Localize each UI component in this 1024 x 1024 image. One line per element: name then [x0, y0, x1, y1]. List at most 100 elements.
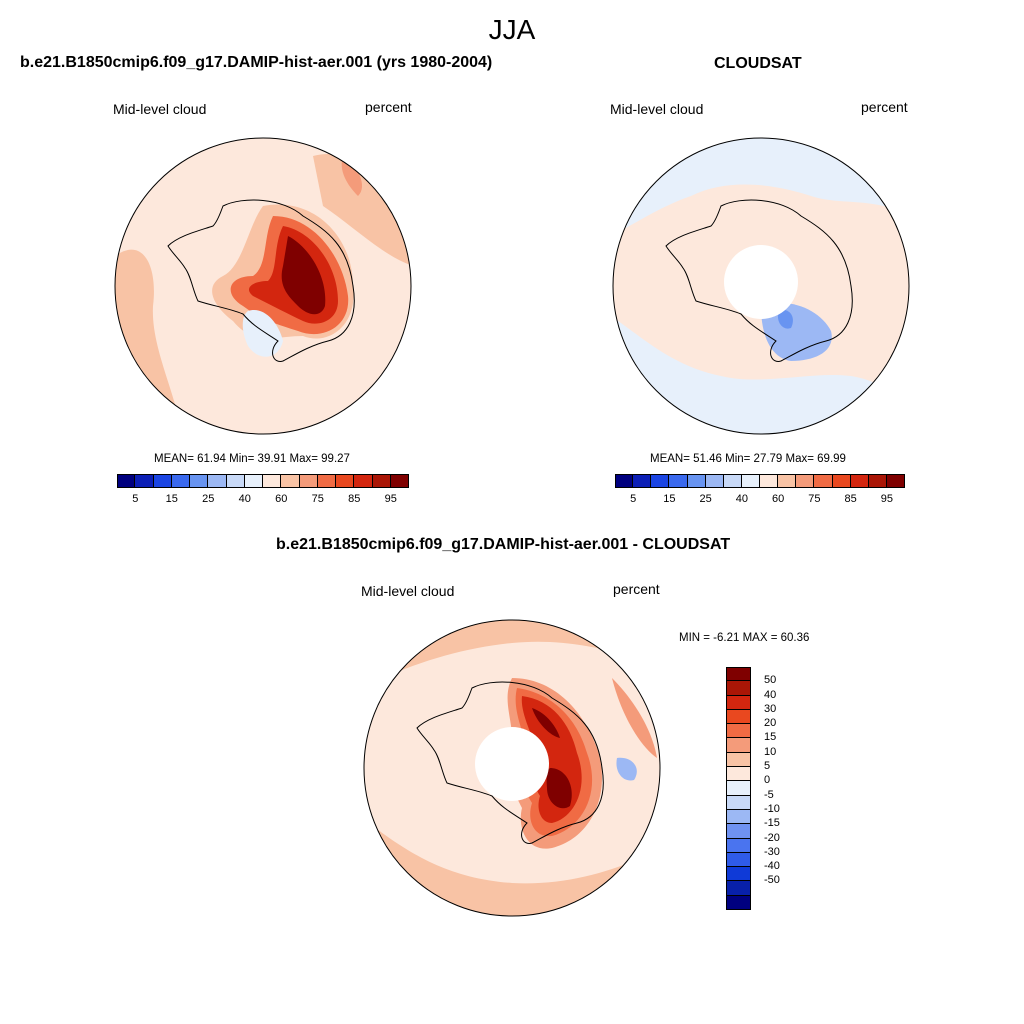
colorbar-tick-label: -30	[764, 845, 780, 858]
colorbar-box	[886, 474, 905, 488]
colorbar-tick-label: 20	[764, 717, 777, 730]
colorbar-tick-label: 5	[132, 493, 139, 505]
panel2-title: CLOUDSAT	[714, 55, 802, 72]
panel1-units-label: percent	[365, 99, 412, 115]
colorbar-tick-label: 5	[764, 760, 771, 773]
panel3-contour-max-south	[546, 768, 572, 809]
colorbar-tick-label: 50	[764, 674, 777, 687]
panel1-variable-label: Mid-level cloud	[113, 101, 207, 117]
colorbar-tick-label: -15	[764, 817, 780, 830]
colorbar-tick-label: 95	[880, 493, 893, 505]
colorbar-tick-label: 25	[202, 493, 215, 505]
colorbar-box	[336, 474, 355, 488]
colorbar-box	[726, 824, 751, 839]
panel2-continent-outline	[665, 199, 853, 362]
panel1-colorbar-ticks: 5 15 25 40 60 75 85 95	[117, 493, 409, 507]
panel3-contour-max-north	[532, 708, 560, 738]
colorbar-tick-label: -10	[764, 802, 780, 815]
colorbar-tick-label: 10	[764, 745, 777, 758]
panel2-contour-south	[613, 316, 909, 434]
colorbar-box	[354, 474, 373, 488]
colorbar-box	[153, 474, 172, 488]
panel3-variable-label: Mid-level cloud	[361, 583, 455, 599]
colorbar-box	[741, 474, 760, 488]
panel3-polar-map	[363, 619, 661, 917]
panel2-stats: MEAN= 51.46 Min= 27.79 Max= 69.99	[650, 453, 846, 465]
colorbar-box	[726, 681, 751, 696]
panel3-continent-outline	[416, 681, 604, 844]
panel2-units-label: percent	[861, 99, 908, 115]
colorbar-box	[726, 724, 751, 739]
colorbar-box	[244, 474, 263, 488]
panel2-contour-lowest	[777, 309, 793, 329]
colorbar-box	[615, 474, 634, 488]
colorbar-box	[633, 474, 652, 488]
colorbar-box	[190, 474, 209, 488]
panel2-polar-map	[612, 137, 910, 435]
colorbar-tick-label: 75	[311, 493, 324, 505]
panel2-pole-hole	[724, 245, 798, 319]
colorbar-box	[726, 895, 751, 910]
colorbar-box	[171, 474, 190, 488]
colorbar-box	[726, 667, 751, 682]
colorbar-tick-label: 85	[348, 493, 361, 505]
panel3-colorbar	[726, 667, 751, 910]
panel3-stats: MIN = -6.21 MAX = 60.36	[679, 632, 810, 644]
panel2-contour-north	[613, 138, 909, 236]
colorbar-box	[726, 695, 751, 710]
panel3-contour-south	[364, 818, 660, 916]
colorbar-box	[651, 474, 670, 488]
colorbar-box	[726, 767, 751, 782]
panel1-contour-ne-patch	[341, 156, 363, 196]
colorbar-tick-label: 40	[238, 493, 251, 505]
panel3-colorbar-ticks: 50 40 30 20 15 10 5 0 -5 -10 -15 -20 -30 -40 -50	[760, 667, 800, 910]
colorbar-tick-label: 40	[735, 493, 748, 505]
colorbar-tick-label: 15	[764, 731, 777, 744]
colorbar-box	[263, 474, 282, 488]
colorbar-box	[832, 474, 851, 488]
colorbar-tick-label: 15	[165, 493, 178, 505]
colorbar-box	[317, 474, 336, 488]
colorbar-tick-label: 60	[772, 493, 785, 505]
panel3-pole-hole	[475, 727, 549, 801]
colorbar-box	[726, 709, 751, 725]
panel1-map-border	[114, 137, 412, 435]
colorbar-box	[726, 852, 751, 868]
panel2-colorbar-ticks: 5 15 25 40 60 75 85 95	[615, 493, 905, 507]
colorbar-box	[117, 474, 136, 488]
colorbar-box	[226, 474, 245, 488]
panel1-title: b.e21.B1850cmip6.f09_g17.DAMIP-hist-aer.…	[20, 54, 493, 71]
colorbar-box	[726, 881, 751, 896]
panel3-units-label: percent	[613, 581, 660, 597]
colorbar-box	[281, 474, 300, 488]
colorbar-box	[726, 867, 751, 882]
colorbar-box	[726, 838, 751, 853]
panel1-colorbar	[117, 474, 409, 488]
colorbar-box	[726, 738, 751, 753]
main-title: JJA	[488, 14, 536, 45]
colorbar-tick-label: 85	[844, 493, 857, 505]
panel3-title: b.e21.B1850cmip6.f09_g17.DAMIP-hist-aer.…	[276, 536, 731, 553]
colorbar-box	[723, 474, 742, 488]
colorbar-tick-label: 40	[764, 688, 777, 701]
panel3-contour-low	[616, 757, 637, 781]
colorbar-box	[299, 474, 318, 488]
panel1-contour-low	[242, 310, 283, 357]
colorbar-tick-label: -50	[764, 874, 780, 887]
panel1-polar-map	[114, 137, 412, 435]
panel2-map-border	[612, 137, 910, 435]
colorbar-box	[726, 752, 751, 768]
colorbar-box	[778, 474, 797, 488]
colorbar-tick-label: -5	[764, 788, 774, 801]
colorbar-box	[796, 474, 815, 488]
colorbar-box	[726, 781, 751, 796]
colorbar-tick-label: 0	[764, 774, 771, 787]
colorbar-box	[760, 474, 779, 488]
panel3-map-border	[363, 619, 661, 917]
colorbar-box	[726, 795, 751, 810]
panel2-colorbar	[615, 474, 905, 488]
colorbar-tick-label: 25	[699, 493, 712, 505]
colorbar-tick-label: 15	[663, 493, 676, 505]
colorbar-box	[372, 474, 391, 488]
panel2-variable-label: Mid-level cloud	[610, 101, 704, 117]
